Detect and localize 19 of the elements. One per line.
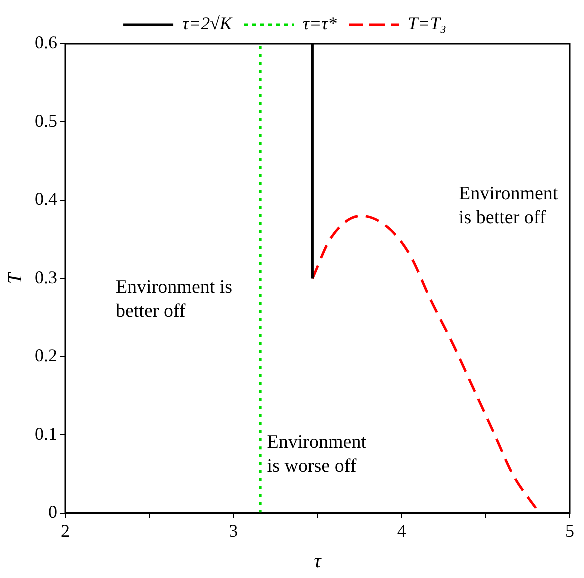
legend-label: τ=τ* — [303, 14, 338, 34]
y-tick-label: 0 — [48, 502, 58, 522]
y-tick-label: 0.4 — [35, 189, 58, 210]
legend-label: T=T₃ — [408, 14, 446, 34]
annotation: Environment is better off — [459, 183, 559, 228]
x-axis-title: τ — [314, 550, 322, 572]
y-tick-label: 0.1 — [35, 424, 58, 444]
y-tick-label: 0.3 — [35, 267, 58, 288]
x-tick-label: 5 — [566, 520, 574, 541]
x-tick-label: 3 — [229, 520, 238, 541]
y-tick-label: 0.2 — [35, 346, 58, 366]
annotation: Environment is better off — [116, 277, 233, 322]
y-axis-title: T — [4, 271, 26, 284]
y-tick-label: 0.5 — [35, 110, 58, 131]
legend-label: τ=2√K — [182, 14, 233, 34]
y-tick-label: 0.6 — [35, 32, 58, 53]
x-tick-label: 4 — [397, 520, 406, 541]
annotation: Environment is worse off — [267, 432, 368, 478]
x-tick-label: 2 — [61, 520, 70, 541]
